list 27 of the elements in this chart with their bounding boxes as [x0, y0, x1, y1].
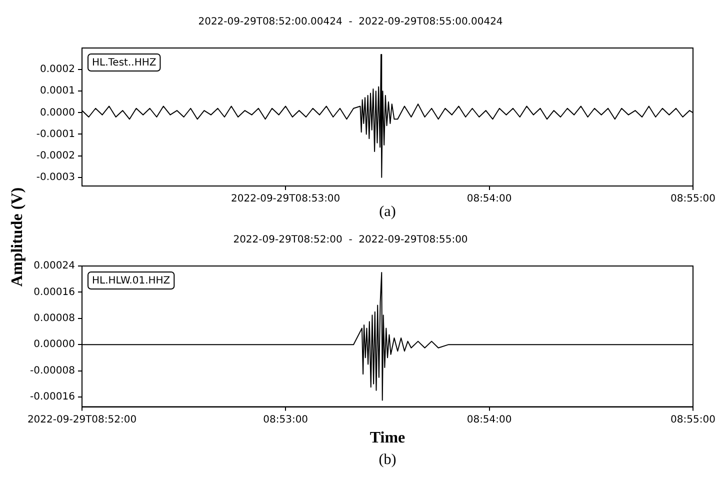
y-tick-label: -0.0002: [36, 150, 75, 162]
text: HL.HLW.01.HHZ: [92, 276, 170, 287]
text: (b): [378, 452, 398, 469]
y-tick-label: 0.0002: [40, 64, 75, 76]
y-tick-label: -0.00016: [30, 392, 75, 403]
y-axis-title: Amplitude (V): [9, 186, 27, 289]
x-tick-label: 08:54:00: [466, 194, 512, 205]
y-tick-label: -0.00008: [30, 365, 75, 376]
x-tick-label: 08:55:00: [670, 194, 716, 205]
x-tick-label: 2022-09-29T08:53:00: [231, 194, 340, 205]
chart-title: 2022-09-29T08:52:00.00424 - 2022-09-29T08:55:00.00424: [198, 16, 503, 28]
y-tick-label: 0.00016: [34, 286, 75, 298]
text: (a): [378, 204, 397, 221]
y-tick-label: 0.00008: [34, 312, 75, 324]
x-tick-label: 08:54:00: [466, 414, 512, 426]
chart-title: 2022-09-29T08:52:00 - 2022-09-29T08:55:00: [233, 234, 468, 246]
x-axis-title: Time: [370, 430, 406, 447]
x-tick-label: 08:55:00: [670, 414, 716, 426]
y-tick-label: 0.0001: [40, 86, 75, 97]
y-tick-label: 0.00024: [34, 260, 75, 272]
y-tick-label: 0.0000: [40, 107, 75, 118]
x-tick-label: 08:53:00: [263, 414, 308, 426]
y-tick-label: 0.00000: [34, 339, 75, 350]
text: HL.Test..HHZ: [92, 58, 156, 69]
x-tick-label: 2022-09-29T08:52:00: [27, 414, 137, 426]
y-tick-label: -0.0001: [36, 128, 75, 140]
y-tick-label: -0.0003: [36, 172, 75, 183]
